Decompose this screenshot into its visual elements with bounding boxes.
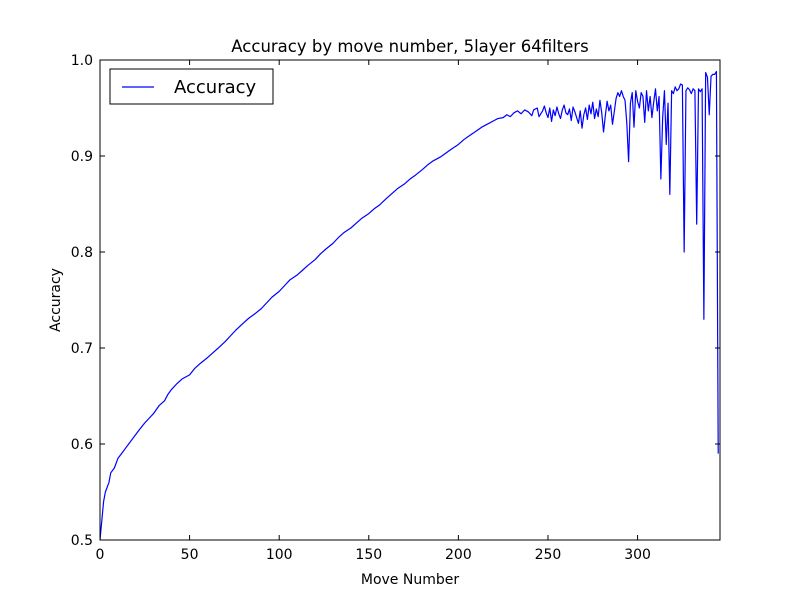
legend-label: Accuracy [174, 77, 257, 98]
x-tick-label: 250 [535, 547, 562, 563]
y-axis-label: Accuracy [48, 268, 64, 332]
plot-area [100, 70, 719, 540]
x-tick-label: 300 [624, 547, 651, 563]
x-axis-label: Move Number [361, 572, 459, 588]
y-tick-label: 0.7 [71, 341, 93, 357]
chart-title: Accuracy by move number, 5layer 64filter… [231, 37, 588, 56]
y-tick-label: 0.8 [71, 245, 93, 261]
series-line-accuracy [100, 70, 719, 540]
x-tick-label: 0 [96, 547, 105, 563]
y-axis: 0.5 0.6 0.7 0.8 0.9 1.0 [71, 53, 720, 549]
x-tick-label: 200 [445, 547, 472, 563]
legend: Accuracy [109, 68, 274, 105]
x-tick-label: 50 [181, 547, 199, 563]
y-tick-label: 0.9 [71, 149, 93, 165]
x-tick-label: 150 [355, 547, 382, 563]
x-axis: 0 50 100 150 200 250 300 [96, 60, 651, 563]
plot-frame [99, 59, 721, 541]
x-tick-label: 100 [266, 547, 293, 563]
y-tick-label: 1.0 [71, 53, 93, 69]
y-tick-label: 0.6 [71, 437, 93, 453]
y-tick-label: 0.5 [71, 533, 93, 549]
